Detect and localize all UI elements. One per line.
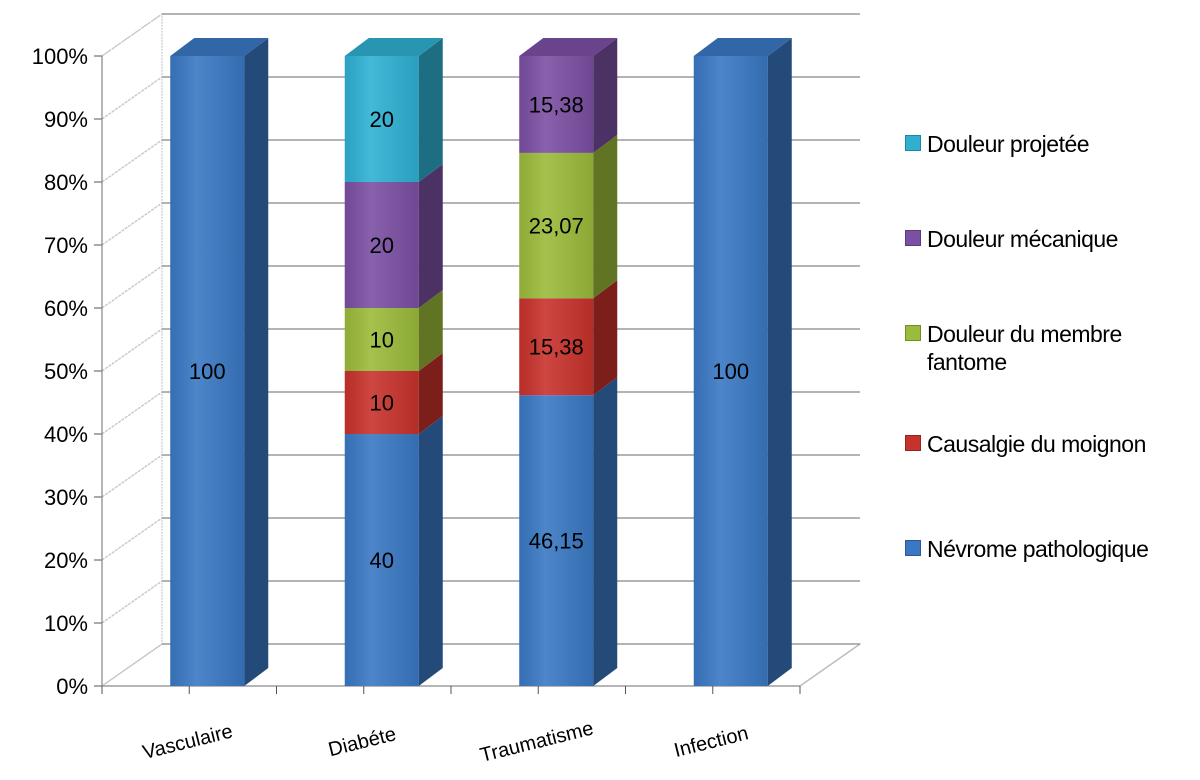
legend-label: Névrome pathologique xyxy=(927,536,1149,562)
legend-item: Douleur mécanique xyxy=(905,225,1118,253)
gridline-diagonal xyxy=(101,580,163,624)
x-axis: Vasculaire Diabéte Traumatisme Infection xyxy=(101,685,801,767)
bar-segment-side xyxy=(418,416,443,686)
data-label: 10 xyxy=(370,391,394,416)
bar-segment-shading xyxy=(519,152,594,299)
bar-segment-shading xyxy=(344,308,419,371)
floor-edge xyxy=(799,643,861,687)
gridline-diagonal xyxy=(101,139,163,183)
y-tick-label: 80% xyxy=(44,170,88,195)
data-label: 40 xyxy=(370,548,394,573)
x-tick-label: Diabéte xyxy=(326,723,398,761)
bar-segment-side xyxy=(593,280,618,396)
gridline-diagonal xyxy=(101,328,163,372)
data-label: 100 xyxy=(712,359,749,384)
gridline-diagonal xyxy=(101,13,163,57)
bar-segment-side xyxy=(593,38,618,153)
gridline-diagonal xyxy=(101,643,163,687)
legend-swatch xyxy=(905,230,921,246)
bar-segment-shading xyxy=(170,56,245,686)
legend-label: Douleur projetée xyxy=(927,131,1090,157)
bar-top xyxy=(170,38,269,56)
legend-swatch xyxy=(905,435,921,451)
legend-swatch xyxy=(905,540,921,556)
data-label: 10 xyxy=(370,328,394,353)
y-tick-label: 50% xyxy=(44,359,88,384)
x-tick-label: Vasculaire xyxy=(141,720,235,764)
data-label: 20 xyxy=(370,233,394,258)
bar-segment-side xyxy=(767,38,792,686)
bar-segment-side xyxy=(593,377,618,686)
bar-top xyxy=(693,38,792,56)
bar-segment-side xyxy=(418,353,443,434)
legend-item: Névrome pathologique xyxy=(905,535,1149,563)
bar-segment-shading xyxy=(344,434,419,686)
data-label: 23,07 xyxy=(529,214,584,239)
bar-segment-side xyxy=(418,38,443,182)
bar-segment-shading xyxy=(519,395,594,686)
y-tick-label: 20% xyxy=(44,548,88,573)
gridline-diagonal xyxy=(101,202,163,246)
bar-top xyxy=(519,38,618,56)
bars xyxy=(170,38,792,686)
y-tick-label: 40% xyxy=(44,422,88,447)
bar-segment-side xyxy=(593,134,618,299)
legend-swatch xyxy=(905,325,921,341)
bar-segment-shading xyxy=(519,56,594,153)
bar-segment-shading xyxy=(344,371,419,434)
gridline-diagonal xyxy=(101,265,163,309)
legend-label: Douleur du membre fantome xyxy=(927,321,1122,375)
gridline-diagonal xyxy=(101,391,163,435)
bar-segment-shading xyxy=(344,56,419,182)
gridline-diagonal xyxy=(101,517,163,561)
y-tick-label: 100% xyxy=(32,44,88,69)
data-label: 20 xyxy=(370,107,394,132)
legend-swatch xyxy=(905,135,921,151)
y-tick-label: 90% xyxy=(44,107,88,132)
x-tick-label: Infection xyxy=(672,722,751,762)
data-label: 15,38 xyxy=(529,335,584,360)
x-tick-label: Traumatisme xyxy=(478,717,596,766)
bar-segment-side xyxy=(244,38,269,686)
y-tick-label: 10% xyxy=(44,611,88,636)
bar-top xyxy=(344,38,443,56)
legend-label: Causalgie du moignon xyxy=(927,431,1146,457)
gridline-diagonal xyxy=(101,454,163,498)
data-label: 15,38 xyxy=(529,92,584,117)
legend-label: Douleur mécanique xyxy=(927,226,1118,252)
data-label: 100 xyxy=(189,359,226,384)
bar-segment-shading xyxy=(344,182,419,308)
bar-segment-side xyxy=(418,164,443,308)
y-tick-label: 60% xyxy=(44,296,88,321)
y-tick-label: 0% xyxy=(56,674,88,699)
bar-segment-side xyxy=(418,290,443,371)
bar-segment-shading xyxy=(519,298,594,396)
legend-item: Douleur projetée xyxy=(905,130,1090,158)
data-label: 46,15 xyxy=(529,529,584,554)
gridline-diagonal xyxy=(101,76,163,120)
legend-item: Douleur du membre fantome xyxy=(905,320,1167,376)
y-tick-label: 30% xyxy=(44,485,88,510)
y-tick-label: 70% xyxy=(44,233,88,258)
bar-segment-shading xyxy=(693,56,768,686)
data-labels: 100 40 10 10 20 20 46,15 15,38 23,07 15,38 100 xyxy=(189,92,749,573)
y-axis: 0% 10% 20% 30% 40% 50% 60% 70% 80% 90% 100% xyxy=(32,44,103,699)
legend-item: Causalgie du moignon xyxy=(905,430,1146,458)
